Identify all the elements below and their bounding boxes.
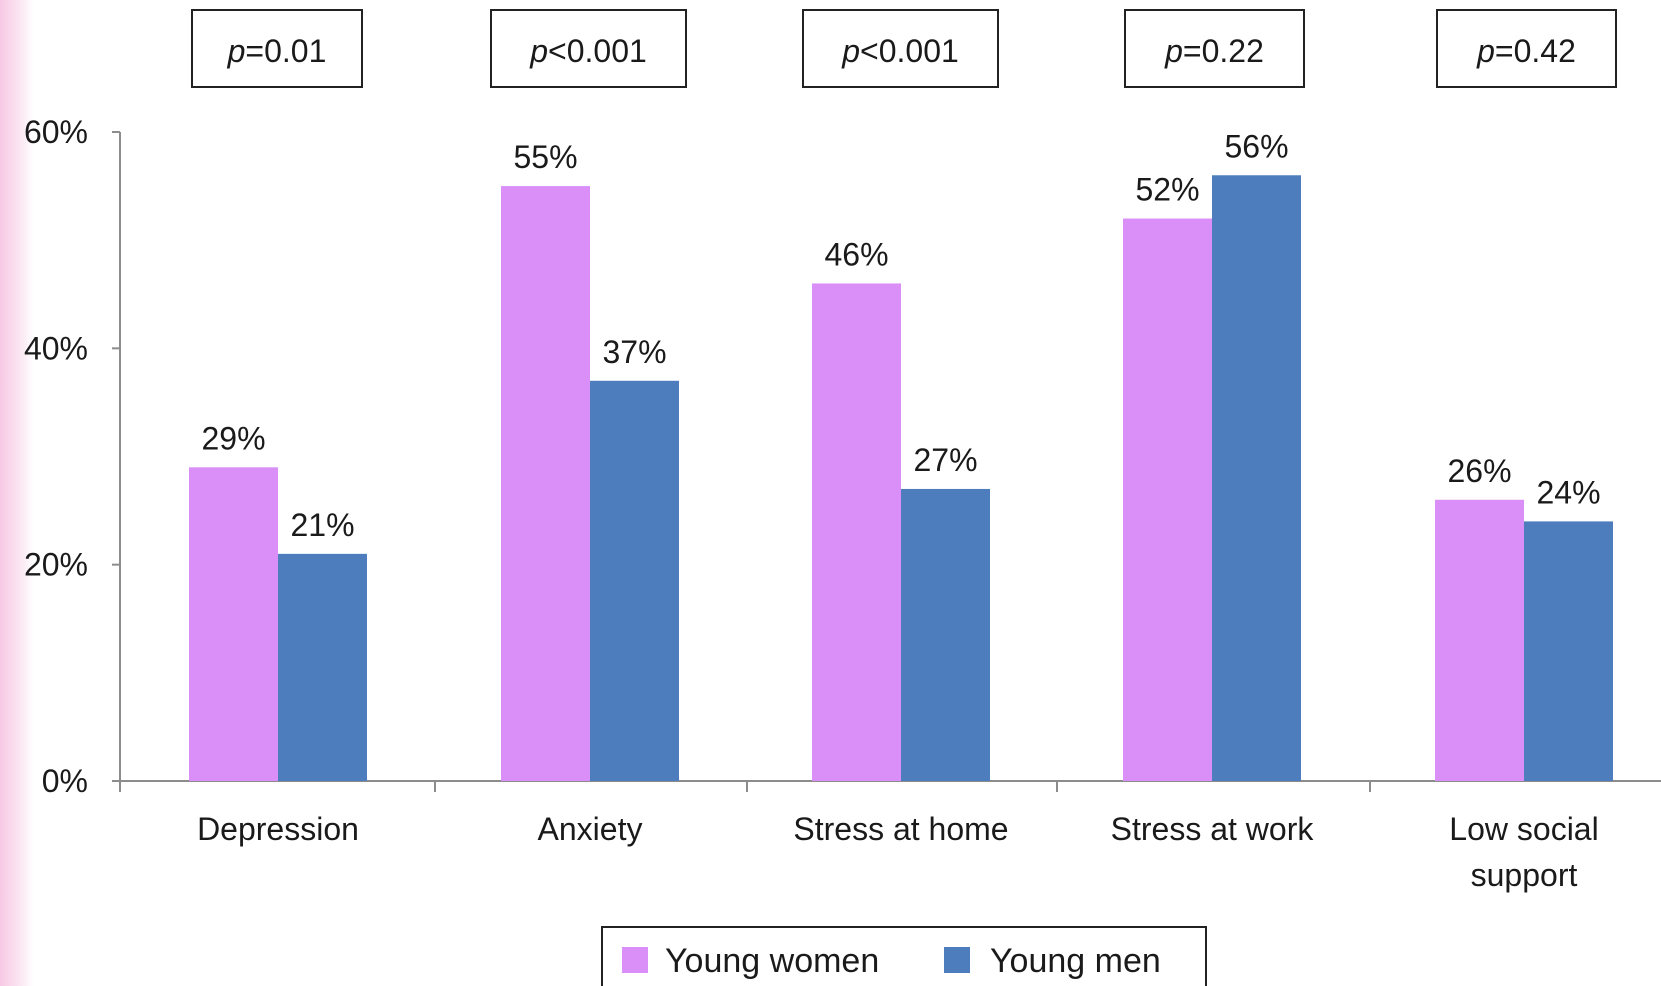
p-value-label: p<0.001 xyxy=(841,33,959,69)
legend: Young women Young men xyxy=(601,926,1207,986)
p-value-box xyxy=(1436,9,1617,88)
legend-label-young-men: Young men xyxy=(990,942,1161,980)
data-label: 55% xyxy=(513,139,577,175)
p-value-label: p=0.01 xyxy=(227,33,327,69)
data-label: 24% xyxy=(1536,474,1600,510)
category-labels: Depression Anxiety Stress at home Stress at… xyxy=(197,811,1599,893)
bar-young-men xyxy=(901,488,990,781)
bar-young-men xyxy=(590,380,679,781)
bar-young-women xyxy=(501,186,590,782)
left-decoration xyxy=(0,0,34,986)
category-label: Depression xyxy=(197,811,359,847)
category-label: Anxiety xyxy=(538,811,643,847)
data-label: 52% xyxy=(1135,172,1199,208)
bars xyxy=(189,175,1613,782)
p-value-box xyxy=(1124,9,1305,88)
data-label: 46% xyxy=(824,236,888,272)
legend-swatch-young-men xyxy=(944,947,970,973)
p-value-label: p<0.001 xyxy=(529,33,647,69)
bar-young-women xyxy=(1123,218,1212,782)
data-label: 29% xyxy=(201,420,265,456)
p-value-box xyxy=(802,9,999,88)
category-label: support xyxy=(1471,857,1578,893)
data-label: 56% xyxy=(1224,128,1288,164)
p-value-box xyxy=(191,9,363,88)
bar-young-men xyxy=(1212,175,1301,781)
y-tick-label: 0% xyxy=(42,763,88,799)
data-label: 27% xyxy=(913,442,977,478)
legend-label-young-women: Young women xyxy=(665,942,879,980)
legend-swatch-young-women xyxy=(622,947,648,973)
bar-young-men xyxy=(1524,521,1613,781)
category-label: Low social xyxy=(1449,811,1598,847)
p-value-label: p=0.22 xyxy=(1164,33,1264,69)
p-value-boxes: p=0.01 p<0.001 p<0.001 p=0.22 p=0.42 xyxy=(191,9,1617,88)
p-value-box xyxy=(490,9,687,88)
data-labels: 29% 55% 46% 52% 26% 21% 37% 27% 56% 24% xyxy=(201,128,1600,543)
y-tick-label: 60% xyxy=(24,114,88,150)
y-tick-label: 40% xyxy=(24,330,88,366)
category-label: Stress at work xyxy=(1111,811,1315,847)
category-label: Stress at home xyxy=(793,811,1008,847)
data-label: 21% xyxy=(290,507,354,543)
legend-box xyxy=(601,926,1207,986)
bar-young-women xyxy=(812,283,901,781)
data-label: 37% xyxy=(602,334,666,370)
bar-young-men xyxy=(278,553,367,781)
p-value-label: p=0.42 xyxy=(1476,33,1576,69)
y-tick-label: 20% xyxy=(24,547,88,583)
data-label: 26% xyxy=(1447,453,1511,489)
bar-young-women xyxy=(1435,499,1524,781)
bar-young-women xyxy=(189,467,278,781)
